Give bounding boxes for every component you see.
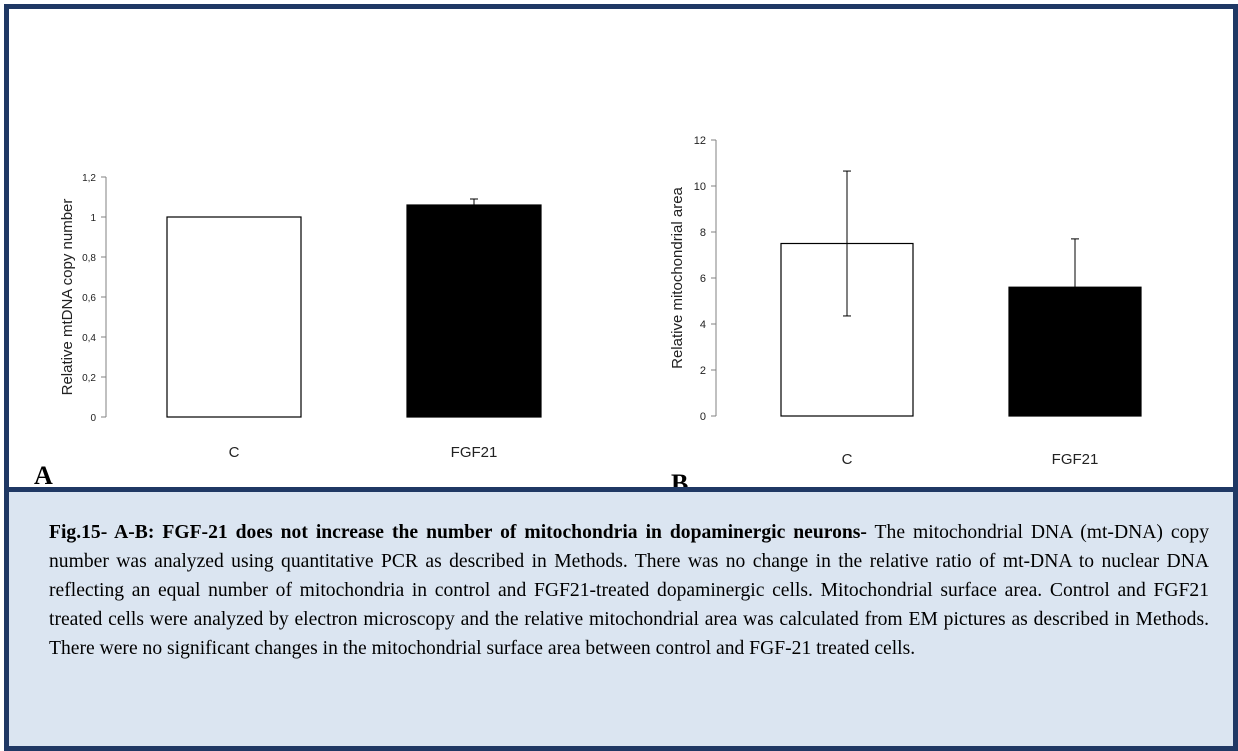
chart-b-y-axis-title: Relative mitochondrial area (669, 186, 686, 368)
chart-b-y-tick-label: 12 (694, 135, 706, 147)
chart-a-y-tick-label: 1 (90, 213, 96, 224)
chart-b-category-label: FGF21 (1052, 451, 1099, 468)
chart-b-y-tick-label: 4 (700, 319, 706, 331)
chart-a-y-axis-title: Relative mtDNA copy number (59, 199, 76, 396)
chart-b-y-tick-label: 2 (700, 365, 706, 377)
figure-area: 0 0,2 0,4 0,6 0,8 1 1,2 Relative mtDNA copy num… (9, 9, 1233, 498)
panel-label-a: A (34, 461, 53, 490)
chart-a-category-label: FGF21 (451, 444, 498, 461)
chart-a-y-tick-label: 0,2 (82, 373, 96, 384)
chart-a-category-label: C (229, 444, 240, 461)
chart-a-y-tick-label: 1,2 (82, 173, 96, 184)
chart-a: 0 0,2 0,4 0,6 0,8 1 1,2 Relative mtDNA copy num… (59, 173, 542, 461)
figure-frame: 0 0,2 0,4 0,6 0,8 1 1,2 Relative mtDNA copy num… (4, 4, 1238, 751)
chart-b-y-tick-label: 8 (700, 227, 706, 239)
chart-a-bar-fgf21 (406, 204, 542, 418)
chart-a-y-tick-label: 0,4 (82, 333, 96, 344)
chart-b-category-label: C (842, 451, 853, 468)
chart-a-bar-c (166, 216, 302, 418)
caption-title: Fig.15- A-B: FGF-21 does not increase th… (49, 522, 867, 543)
chart-b-y-tick-label: 0 (700, 411, 706, 423)
caption-body: The mitochondrial DNA (mt-DNA) copy numb… (49, 522, 1209, 659)
chart-b-y-tick-label: 10 (694, 181, 706, 193)
chart-a-y-tick-label: 0 (90, 413, 96, 424)
chart-a-y-tick-label: 0,6 (82, 293, 96, 304)
chart-b: 0 2 4 6 8 10 12 Relative mitochondrial area C FGF… (669, 135, 1142, 468)
chart-a-y-tick-label: 0,8 (82, 253, 96, 264)
chart-b-y-tick-label: 6 (700, 273, 706, 285)
caption-box: Fig.15- A-B: FGF-21 does not increase th… (9, 487, 1233, 746)
